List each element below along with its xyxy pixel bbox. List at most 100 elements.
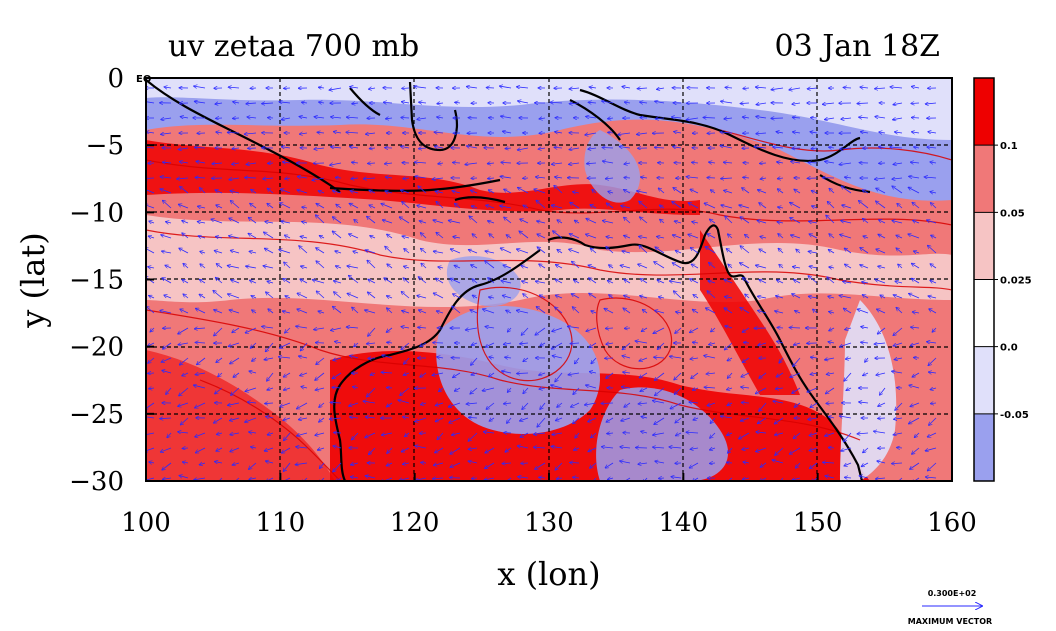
wind-vector bbox=[489, 372, 495, 377]
wind-vector bbox=[557, 250, 563, 254]
wind-vector bbox=[334, 281, 342, 283]
wind-vector bbox=[317, 132, 325, 133]
wind-vector bbox=[845, 177, 852, 178]
wind-vector bbox=[622, 87, 631, 88]
wind-vector bbox=[929, 417, 937, 425]
wind-vector bbox=[179, 387, 189, 396]
y-axis-title: y (lat) bbox=[14, 232, 52, 328]
wind-vector bbox=[557, 220, 563, 223]
wind-vector bbox=[501, 281, 512, 283]
wind-vector bbox=[693, 418, 699, 420]
wind-vector bbox=[196, 309, 206, 314]
wind-vector bbox=[370, 148, 376, 149]
wind-vector bbox=[297, 309, 308, 314]
wind-vector bbox=[758, 296, 767, 298]
wind-vector bbox=[217, 433, 223, 434]
wind-vector bbox=[675, 417, 682, 423]
wind-vector bbox=[910, 402, 920, 406]
wind-vector bbox=[552, 163, 563, 164]
wind-vector bbox=[432, 178, 444, 179]
colorbar-segment bbox=[974, 212, 994, 280]
wind-vector bbox=[570, 343, 580, 344]
wind-vector bbox=[913, 220, 920, 223]
wind-vector bbox=[280, 402, 291, 407]
wind-vector bbox=[315, 372, 325, 380]
wind-vector bbox=[929, 372, 937, 373]
wind-vector bbox=[692, 162, 699, 163]
wind-vector bbox=[808, 418, 818, 419]
wind-vector bbox=[439, 387, 444, 391]
wind-vector bbox=[741, 417, 750, 421]
wind-vector bbox=[655, 372, 665, 380]
wind-vector bbox=[742, 188, 750, 194]
wind-vector bbox=[382, 372, 393, 373]
wind-vector bbox=[436, 202, 444, 209]
wind-vector bbox=[507, 417, 512, 423]
wind-vector bbox=[655, 147, 665, 148]
wind-vector bbox=[760, 237, 767, 238]
wind-vector bbox=[742, 357, 750, 362]
wind-vector bbox=[164, 295, 172, 299]
wind-vector bbox=[740, 263, 750, 269]
wind-vectors bbox=[146, 86, 937, 481]
wind-vector bbox=[568, 373, 580, 375]
wind-vector bbox=[539, 373, 546, 375]
wind-vector bbox=[251, 296, 257, 298]
wind-vector bbox=[675, 221, 682, 223]
wind-vector bbox=[777, 280, 784, 284]
wind-vector bbox=[857, 433, 869, 434]
wind-vector bbox=[195, 342, 206, 343]
wind-vector bbox=[351, 463, 359, 465]
wind-vector bbox=[331, 147, 342, 148]
wind-vector bbox=[486, 402, 495, 409]
wind-vector bbox=[268, 189, 274, 194]
wind-vector bbox=[315, 433, 325, 435]
wind-vector bbox=[827, 373, 835, 374]
wind-vector bbox=[602, 447, 614, 448]
wind-vector bbox=[928, 432, 937, 437]
wind-vector bbox=[574, 448, 580, 450]
wind-vector bbox=[863, 447, 869, 452]
wind-vector bbox=[654, 262, 665, 269]
wind-vector bbox=[925, 447, 937, 451]
wind-vector bbox=[163, 342, 172, 349]
wind-vector bbox=[705, 247, 716, 254]
wind-vector bbox=[214, 417, 223, 423]
wind-vector bbox=[555, 462, 563, 470]
wind-vector bbox=[520, 417, 529, 421]
wind-vector bbox=[687, 118, 699, 120]
wind-vector bbox=[450, 447, 461, 454]
wind-vector bbox=[267, 372, 274, 381]
wind-vector bbox=[404, 266, 410, 268]
wind-vector bbox=[758, 311, 767, 313]
wind-vector bbox=[215, 462, 223, 463]
wind-vector bbox=[893, 342, 903, 346]
wind-vector bbox=[434, 463, 444, 465]
wind-vector bbox=[320, 462, 325, 468]
wind-vector bbox=[453, 237, 461, 238]
wind-vector bbox=[420, 221, 427, 223]
wind-vector bbox=[386, 118, 393, 119]
wind-vector bbox=[148, 342, 155, 346]
wind-vector bbox=[297, 432, 308, 436]
wind-vector bbox=[402, 102, 410, 103]
wind-vector bbox=[570, 203, 580, 209]
wind-vector bbox=[432, 372, 444, 375]
wind-vector bbox=[809, 222, 818, 223]
strong-red-4 bbox=[700, 230, 800, 395]
wind-vector bbox=[675, 327, 682, 333]
wind-vector bbox=[624, 217, 631, 224]
wind-vector bbox=[299, 246, 308, 254]
wind-vector bbox=[232, 163, 240, 164]
wind-vector bbox=[592, 190, 597, 193]
wind-vector bbox=[252, 310, 257, 313]
wind-vector bbox=[692, 264, 699, 269]
wind-vector bbox=[660, 205, 665, 208]
wind-vector bbox=[518, 148, 529, 150]
wind-vector bbox=[743, 117, 750, 118]
wind-vector bbox=[892, 371, 903, 373]
wind-vector bbox=[500, 206, 512, 209]
wind-vector bbox=[727, 462, 733, 463]
wind-vector bbox=[283, 462, 291, 471]
wind-vector bbox=[421, 249, 427, 254]
